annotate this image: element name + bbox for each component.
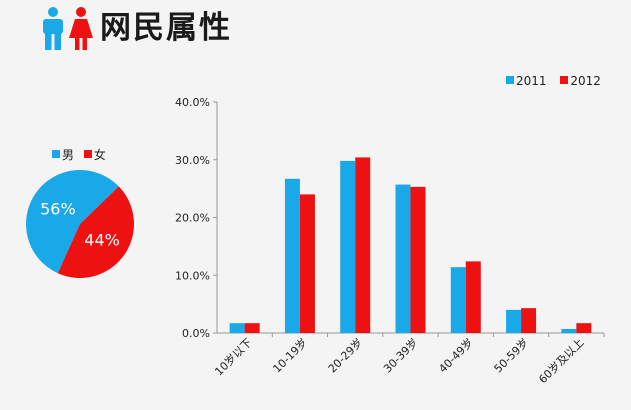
pie-legend-item-female: 女: [83, 148, 106, 162]
bar-2012-4: [465, 261, 481, 333]
bar-legend-label-2012: 2012: [570, 74, 601, 88]
y-tick-label: 20.0%: [175, 212, 210, 225]
pie-label-female: 44%: [84, 231, 120, 250]
pie-slice-female: [57, 186, 135, 278]
pie-slice-male: [26, 170, 119, 274]
pie-label-male: 56%: [40, 199, 76, 218]
bar-2011-3: [395, 184, 411, 333]
bar-2012-5: [521, 308, 537, 333]
x-tick-label: 60岁及以上: [536, 335, 587, 386]
x-tick-label: 50-59岁: [491, 335, 531, 375]
y-tick-label: 30.0%: [175, 154, 210, 167]
bar-2012-1: [299, 194, 315, 333]
bar-2012-3: [410, 186, 426, 333]
bar-2011-1: [284, 178, 300, 333]
pie-legend-item-male: 男: [52, 148, 74, 162]
y-tick-label: 0.0%: [182, 327, 210, 340]
y-tick-label: 10.0%: [175, 269, 210, 282]
bar-2011-4: [450, 267, 466, 333]
x-tick-label: 10-19岁: [270, 335, 310, 375]
bar-legend-item-2011: 2011: [506, 74, 547, 88]
x-tick-label: 30-39岁: [380, 335, 420, 375]
female-figure-icon: [69, 7, 93, 50]
bar-legend-item-2012: 2012: [560, 74, 601, 88]
pie-legend-label-male: 男: [62, 148, 75, 162]
gender-pie-chart: 56% 44%: [26, 170, 135, 278]
page-title: 网民属性: [100, 10, 232, 46]
y-tick-label: 40.0%: [175, 96, 210, 109]
bar-2011-2: [340, 160, 356, 333]
bar-legend: 2011 2012: [506, 74, 611, 88]
bar-2011-6: [561, 328, 577, 333]
pie-legend: 男 女: [52, 146, 112, 163]
bar-2012-6: [576, 323, 592, 333]
bar-2011-5: [506, 309, 522, 333]
x-tick-label: 20-29岁: [325, 335, 365, 375]
x-tick-label: 40-49岁: [436, 335, 476, 375]
bar-2012-2: [355, 157, 371, 333]
male-figure-icon: [43, 7, 63, 50]
bar-legend-label-2011: 2011: [516, 74, 547, 88]
x-tick-label: 10岁以下: [212, 335, 255, 378]
bar-2012-0: [244, 323, 260, 333]
pie-legend-label-female: 女: [93, 148, 106, 162]
bar-2011-0: [229, 323, 245, 333]
